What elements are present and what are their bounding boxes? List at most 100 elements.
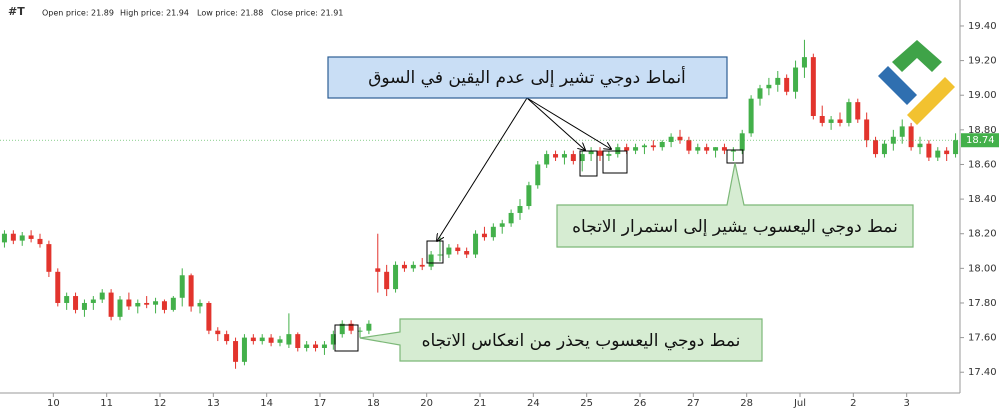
x-tick-label: 10 xyxy=(47,398,60,409)
candle-body xyxy=(108,292,114,317)
candle-body xyxy=(864,119,870,141)
x-tick-label: 13 xyxy=(207,398,220,409)
candle-body xyxy=(428,254,434,267)
y-tick-label: 18.20 xyxy=(968,229,997,240)
candle-body xyxy=(135,302,141,307)
candle-body xyxy=(677,136,683,141)
candle-body xyxy=(570,154,576,162)
candle-body xyxy=(455,247,461,252)
candle-body xyxy=(117,299,123,317)
candle-body xyxy=(828,119,834,123)
candle-body xyxy=(481,233,487,238)
candle-body xyxy=(99,292,105,300)
candle-body xyxy=(730,150,736,152)
candle-body xyxy=(197,302,203,307)
ohlc-info: Close price: 21.91 xyxy=(271,9,343,18)
candle-body xyxy=(339,323,345,335)
y-tick-label: 19.40 xyxy=(968,21,997,32)
candle-body xyxy=(384,271,390,290)
x-tick-label: 11 xyxy=(100,398,113,409)
candle-body xyxy=(348,323,354,331)
candle-body xyxy=(579,154,585,162)
candle-body xyxy=(375,268,381,272)
candle-body xyxy=(588,150,594,155)
ohlc-info: Low price: 21.88 xyxy=(197,9,263,18)
candle-body xyxy=(757,88,763,99)
y-tick-label: 18.80 xyxy=(968,125,997,136)
candle-body xyxy=(819,115,825,123)
y-tick-label: 18.00 xyxy=(968,263,997,274)
candle-body xyxy=(64,296,70,303)
candle-body xyxy=(206,302,212,331)
candle-body xyxy=(10,233,16,241)
y-tick-label: 17.40 xyxy=(968,367,997,378)
candle-body xyxy=(295,334,301,348)
candle-body xyxy=(90,299,96,303)
y-tick-label: 17.60 xyxy=(968,333,997,344)
candle-body xyxy=(713,147,719,151)
y-tick-label: 19.20 xyxy=(968,56,997,67)
candle-body xyxy=(304,344,310,348)
candle-body xyxy=(517,206,523,213)
candle-body xyxy=(526,185,532,207)
candle-body xyxy=(473,233,479,255)
candle-body xyxy=(935,150,941,158)
candle-body xyxy=(37,238,43,245)
candle-body xyxy=(890,136,896,144)
callout-box xyxy=(327,56,728,99)
candle-body xyxy=(704,147,710,151)
candle-body xyxy=(784,77,790,92)
candle-body xyxy=(801,57,807,68)
x-tick-label: 3 xyxy=(903,398,909,409)
candle-body xyxy=(659,141,665,148)
candle-body xyxy=(179,275,185,298)
candle-body xyxy=(73,296,79,310)
candle-body xyxy=(144,302,150,305)
candle-body xyxy=(748,98,754,134)
x-tick-label: 26 xyxy=(634,398,647,409)
ohlc-info: High price: 21.94 xyxy=(120,9,189,18)
candle-body xyxy=(837,119,843,123)
candle-body xyxy=(846,102,852,123)
candle-body xyxy=(46,244,52,272)
candle-body xyxy=(597,150,603,156)
candle-body xyxy=(401,264,407,269)
last-price-box xyxy=(961,133,999,148)
candle-body xyxy=(1,233,7,243)
candle-body xyxy=(535,164,541,186)
candle-body xyxy=(28,235,34,239)
candle-body xyxy=(259,337,265,342)
callout-box xyxy=(359,318,763,362)
y-tick-label: 17.80 xyxy=(968,298,997,309)
candle-body xyxy=(606,154,612,156)
candle-body xyxy=(793,67,799,92)
candle-body xyxy=(393,264,399,290)
annotation: نمط دوجي اليعسوب يشير إلى استمرار الاتجا… xyxy=(572,217,898,237)
candle-body xyxy=(810,57,816,116)
candle-body xyxy=(544,154,550,165)
candle-body xyxy=(908,126,914,148)
ticker: #T xyxy=(8,5,25,18)
y-tick-label: 18.40 xyxy=(968,194,997,205)
candle-body xyxy=(321,344,327,348)
candle-body xyxy=(899,126,905,137)
candle-body xyxy=(437,254,443,256)
candle-body xyxy=(855,102,861,120)
candle-body xyxy=(766,84,772,89)
candle-body xyxy=(686,140,692,151)
x-tick-label: 21 xyxy=(474,398,487,409)
candle-body xyxy=(953,140,959,155)
callout-box xyxy=(556,162,914,248)
ohlc-info: Open price: 21.89 xyxy=(42,9,114,18)
x-tick-label: 24 xyxy=(527,398,540,409)
candle-body xyxy=(739,133,745,151)
candle-body xyxy=(55,271,61,303)
logo xyxy=(878,40,955,125)
candle-body xyxy=(224,334,230,342)
candle-body xyxy=(650,145,656,148)
candle-body xyxy=(446,247,452,255)
y-tick-label: 19.00 xyxy=(968,90,997,101)
candle-body xyxy=(81,302,87,310)
x-tick-label: 20 xyxy=(420,398,433,409)
